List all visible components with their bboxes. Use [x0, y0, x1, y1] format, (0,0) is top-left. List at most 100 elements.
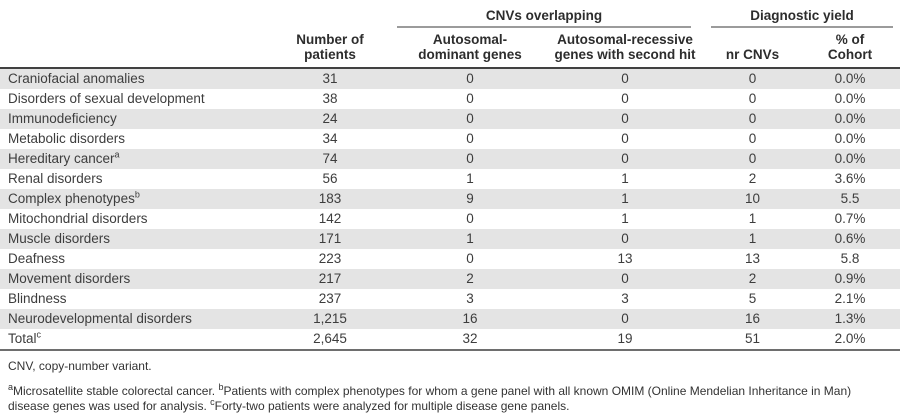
table-row: Neurodevelopmental disorders 1,215 16 0 … — [0, 309, 900, 329]
ar-genes-cell: 0 — [621, 131, 629, 146]
table-row: Immunodeficiency 24 0 0 0 0.0% — [0, 109, 900, 129]
ad-genes-cell: 1 — [466, 231, 474, 246]
table-row: Disorders of sexual development 38 0 0 0… — [0, 89, 900, 109]
ad-genes-cell: 0 — [466, 151, 474, 166]
ar-genes-cell: 1 — [621, 171, 629, 186]
col-header-pct-line1: % of — [835, 32, 865, 47]
ad-genes-cell: 0 — [466, 71, 474, 86]
group-header-diagnostic-yield: Diagnostic yield — [705, 6, 900, 28]
ar-genes-cell: 1 — [621, 191, 629, 206]
disease-group-label: Neurodevelopmental disorders — [8, 311, 192, 326]
ad-genes-cell: 3 — [466, 291, 474, 306]
col-header-pct-cohort: % of Cohort — [800, 28, 900, 69]
col-header-patients: Number of patients — [265, 28, 395, 69]
footnote-b-marker: b — [218, 382, 224, 392]
nr-cnvs-cell: 0 — [748, 111, 757, 126]
nr-cnvs-cell: 1 — [748, 211, 757, 226]
col-header-patients-line1: Number of — [296, 32, 364, 47]
table-row: Muscle disorders 171 1 0 1 0.6% — [0, 229, 900, 249]
ar-genes-cell: 0 — [621, 111, 629, 126]
pct-cohort-cell: 0.0% — [834, 151, 866, 166]
table-row: Complex phenotypesb 183 9 1 10 5.5 — [0, 189, 900, 209]
ad-genes-cell: 0 — [466, 91, 474, 106]
disease-group-cell: Disorders of sexual development — [0, 89, 265, 109]
patients-cell: 223 — [318, 251, 342, 266]
ar-genes-cell: 3 — [621, 291, 629, 306]
disease-group-label: Hereditary cancer — [8, 151, 115, 166]
ad-genes-cell: 0 — [466, 251, 474, 266]
nr-cnvs-cell: 2 — [748, 271, 757, 286]
nr-cnvs-cell: 0 — [748, 131, 757, 146]
disease-group-label: Complex phenotypes — [8, 191, 135, 206]
pct-cohort-cell: 1.3% — [834, 311, 866, 326]
patients-cell: 1,215 — [313, 311, 347, 326]
disease-group-label: Muscle disorders — [8, 231, 111, 246]
pct-cohort-cell: 0.7% — [834, 211, 866, 226]
disease-group-cell: Muscle disorders — [0, 229, 265, 249]
table-row: Renal disorders 56 1 1 2 3.6% — [0, 169, 900, 189]
patients-cell: 74 — [322, 151, 338, 166]
column-header-row: Number of patients Autosomal- dominant g… — [0, 28, 900, 69]
disease-group-label: Mitochondrial disorders — [8, 211, 148, 226]
table-row: Deafness 223 0 13 13 5.8 — [0, 249, 900, 269]
disease-group-cell: Movement disorders — [0, 269, 265, 289]
table-row-total: Totalc 2,645 32 19 51 2.0% — [0, 329, 900, 351]
ar-genes-cell: 1 — [621, 211, 629, 226]
pct-cohort-cell: 0.0% — [834, 71, 866, 86]
cnv-diagnostic-yield-table: CNVs overlapping Diagnostic yield Number… — [0, 6, 900, 351]
disease-group-cell: Hereditary cancera — [0, 149, 265, 169]
ad-genes-cell: 9 — [466, 191, 474, 206]
table-row: Craniofacial anomalies 31 0 0 0 0.0% — [0, 68, 900, 89]
col-header-patients-line2: patients — [304, 47, 356, 62]
disease-group-label: Deafness — [8, 251, 66, 266]
total-label: Total — [8, 331, 37, 346]
total-footnote-marker: c — [36, 329, 42, 340]
nr-cnvs-cell: 5 — [748, 291, 757, 306]
patients-cell: 56 — [322, 171, 338, 186]
abbreviation-note: CNV, copy-number variant. — [8, 359, 152, 373]
patients-cell: 237 — [318, 291, 342, 306]
ar-genes-cell: 0 — [621, 151, 629, 166]
table-row: Blindness 237 3 3 5 2.1% — [0, 289, 900, 309]
footnote-c-marker: c — [210, 397, 215, 407]
ar-genes-cell: 0 — [621, 91, 629, 106]
total-nr-cnvs-cell: 51 — [705, 329, 800, 351]
pct-cohort-cell: 2.1% — [834, 291, 866, 306]
total-ad-genes-cell: 32 — [395, 329, 545, 351]
disease-group-label: Immunodeficiency — [8, 111, 117, 126]
ar-genes-cell: 0 — [621, 271, 629, 286]
patients-cell: 34 — [322, 131, 338, 146]
nr-cnvs-cell: 10 — [744, 191, 761, 206]
total-pct-cohort-cell: 2.0% — [800, 329, 900, 351]
ar-genes-cell: 0 — [621, 311, 629, 326]
pct-cohort-cell: 0.0% — [834, 111, 866, 126]
ad-genes-cell: 1 — [466, 171, 474, 186]
patients-cell: 24 — [322, 111, 338, 126]
table-body: Craniofacial anomalies 31 0 0 0 0.0% Dis… — [0, 68, 900, 351]
row-footnote-marker: a — [114, 149, 120, 160]
total-label-cell: Totalc — [0, 329, 265, 351]
disease-group-cell: Immunodeficiency — [0, 109, 265, 129]
nr-cnvs-cell: 0 — [748, 91, 757, 106]
table-row: Movement disorders 217 2 0 2 0.9% — [0, 269, 900, 289]
ar-genes-cell: 0 — [621, 231, 629, 246]
disease-group-cell: Blindness — [0, 289, 265, 309]
pct-cohort-cell: 0.0% — [834, 91, 866, 106]
footnote-c-text: Forty-two patients were analyzed for mul… — [214, 399, 570, 413]
disease-group-cell: Craniofacial anomalies — [0, 68, 265, 89]
patients-cell: 183 — [318, 191, 342, 206]
lettered-footnotes: aMicrosatellite stable colorectal cancer… — [8, 382, 892, 414]
group-header-cnvs-label: CNVs overlapping — [397, 8, 691, 28]
patients-cell: 38 — [322, 91, 338, 106]
disease-group-cell: Renal disorders — [0, 169, 265, 189]
footnote-a-marker: a — [8, 382, 14, 392]
group-header-cnvs-overlapping: CNVs overlapping — [395, 6, 705, 28]
patients-cell: 31 — [322, 71, 338, 86]
nr-cnvs-cell: 13 — [744, 251, 761, 266]
total-ar-genes-cell: 19 — [545, 329, 705, 351]
nr-cnvs-cell: 2 — [748, 171, 757, 186]
ar-genes-cell: 0 — [621, 71, 629, 86]
ad-genes-cell: 2 — [466, 271, 474, 286]
pct-cohort-cell: 5.5 — [840, 191, 860, 206]
